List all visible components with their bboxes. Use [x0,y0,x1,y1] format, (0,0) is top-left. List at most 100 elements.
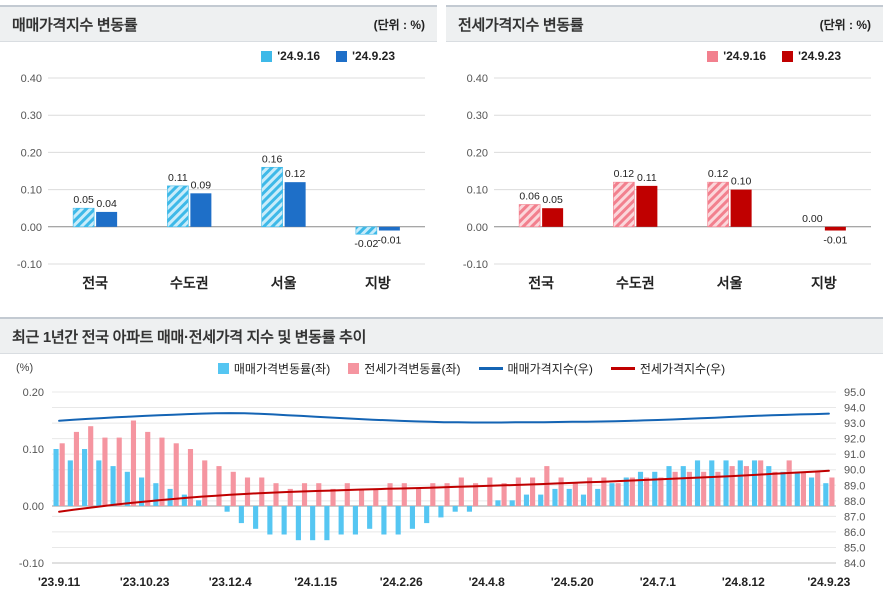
svg-text:'23.12.4: '23.12.4 [209,575,252,589]
svg-text:0.09: 0.09 [191,179,212,191]
legend-label: 매매가격변동률(좌) [233,361,331,376]
svg-text:서울: 서울 [717,275,743,291]
svg-text:85.0: 85.0 [844,542,865,554]
legend-label: '24.9.23 [352,49,395,63]
svg-text:0.30: 0.30 [467,110,488,122]
svg-text:0.05: 0.05 [73,194,94,206]
svg-text:86.0: 86.0 [844,527,865,539]
svg-text:92.0: 92.0 [844,434,865,446]
svg-text:전국: 전국 [528,275,554,291]
sale-legend: '24.9.16 '24.9.23 [0,42,437,64]
trend-panel: 최근 1년간 전국 아파트 매매·전세가격 지수 및 변동률 추이 (%) 매매… [0,317,883,592]
svg-text:0.20: 0.20 [467,147,488,159]
svg-text:0.12: 0.12 [708,168,729,180]
jeonse-panel: 전세가격지수 변동률 (단위 : %) '24.9.16 '24.9.23 0.… [446,5,883,308]
svg-text:수도권: 수도권 [616,275,655,291]
jeonse-panel-title: 전세가격지수 변동률 [458,16,584,34]
legend-item: '24.9.16 [707,49,766,63]
svg-text:0.11: 0.11 [168,172,188,184]
svg-text:-0.10: -0.10 [463,259,488,271]
svg-text:0.00: 0.00 [467,222,488,234]
legend-label: 전세가격지수(우) [639,361,726,376]
svg-text:'24.1.15: '24.1.15 [294,575,337,589]
legend-label: 전세가격변동률(좌) [364,361,461,376]
svg-text:0.10: 0.10 [731,176,752,188]
legend-label: '24.9.16 [277,49,321,63]
svg-text:89.0: 89.0 [844,480,865,492]
svg-text:0.04: 0.04 [96,198,117,210]
jeonse-legend: '24.9.16 '24.9.23 [446,42,883,64]
svg-text:'24.5.20: '24.5.20 [551,575,594,589]
series-swatch [217,362,229,374]
sale-unit-label: (단위 : %) [373,17,425,32]
series-swatch [707,50,719,62]
svg-text:87.0: 87.0 [844,511,865,523]
legend-label: 매매가격지수(우) [507,361,593,376]
legend-item: '24.9.23 [336,49,395,63]
svg-text:0.20: 0.20 [23,387,44,399]
svg-text:수도권: 수도권 [170,275,209,291]
legend-item: 매매가격지수(우) [478,360,593,377]
sale-panel-title: 매매가격지수 변동률 [12,16,138,34]
svg-text:0.40: 0.40 [467,73,488,85]
left-axis-unit: (%) [16,362,34,374]
legend-label: '24.9.16 [723,49,767,63]
svg-text:0.40: 0.40 [21,73,42,85]
svg-text:84.0: 84.0 [844,558,865,570]
svg-text:0.30: 0.30 [21,110,42,122]
svg-text:'24.9.23: '24.9.23 [807,575,850,589]
trend-panel-header: 최근 1년간 전국 아파트 매매·전세가격 지수 및 변동률 추이 [0,317,883,354]
svg-text:-0.10: -0.10 [17,259,42,271]
svg-text:95.0: 95.0 [844,387,865,399]
svg-text:0.16: 0.16 [262,153,283,165]
series-swatch [336,50,348,62]
svg-text:'24.8.12: '24.8.12 [722,575,765,589]
svg-text:93.0: 93.0 [844,418,865,430]
svg-text:'24.4.8: '24.4.8 [469,575,506,589]
trend-panel-title: 최근 1년간 전국 아파트 매매·전세가격 지수 및 변동률 추이 [12,328,367,346]
svg-text:지방: 지방 [811,275,837,291]
svg-text:0.10: 0.10 [467,185,488,197]
svg-text:0.00: 0.00 [802,213,823,225]
svg-text:'23.9.11: '23.9.11 [38,575,81,589]
svg-text:0.00: 0.00 [23,501,44,513]
svg-text:'24.7.1: '24.7.1 [640,575,677,589]
svg-text:0.06: 0.06 [519,190,540,202]
svg-text:전국: 전국 [82,275,108,291]
svg-text:지방: 지방 [365,275,391,291]
trend-combo-chart: 95.0 94.0 93.0 92.0 91.0 90.0 89.0 88.0 87.0 86.0… [19,387,866,589]
svg-text:0.05: 0.05 [542,194,563,206]
legend-item: 전세가격지수(우) [610,360,726,377]
series-line-swatch [478,366,503,370]
svg-text:0.10: 0.10 [23,444,44,456]
svg-text:-0.02: -0.02 [354,238,378,250]
svg-text:0.12: 0.12 [285,168,306,180]
svg-text:0.20: 0.20 [21,147,42,159]
series-line-swatch [610,366,635,370]
sale-bar-chart: 0.400.300.200.100.00-0.100.05 0.04전국0.110… [17,73,425,291]
legend-item: 전세가격변동률(좌) [348,360,461,377]
svg-text:90.0: 90.0 [844,465,865,477]
sale-panel-header: 매매가격지수 변동률 (단위 : %) [0,5,437,42]
svg-text:0.11: 0.11 [637,172,657,184]
svg-text:94.0: 94.0 [844,403,865,415]
svg-text:0.00: 0.00 [21,222,42,234]
sale-panel: 매매가격지수 변동률 (단위 : %) '24.9.16 '24.9.23 0.… [0,5,437,308]
legend-item: 매매가격변동률(좌) [217,360,331,377]
svg-text:-0.01: -0.01 [377,235,401,247]
svg-text:0.12: 0.12 [614,168,635,180]
series-swatch [782,50,794,62]
top-charts-row: 매매가격지수 변동률 (단위 : %) '24.9.16 '24.9.23 0.… [0,5,883,308]
svg-text:-0.01: -0.01 [823,235,847,247]
trend-legend: (%) 매매가격변동률(좌) 전세가격변동률(좌) 매매가격지수(우) 전세가격… [0,354,883,376]
svg-text:'24.2.26: '24.2.26 [380,575,423,589]
series-swatch [348,362,360,374]
jeonse-panel-header: 전세가격지수 변동률 (단위 : %) [446,5,883,42]
series-swatch [261,50,273,62]
legend-item: '24.9.23 [782,49,841,63]
jeonse-unit-label: (단위 : %) [819,17,871,32]
legend-label: '24.9.23 [798,49,841,63]
svg-text:88.0: 88.0 [844,496,865,508]
